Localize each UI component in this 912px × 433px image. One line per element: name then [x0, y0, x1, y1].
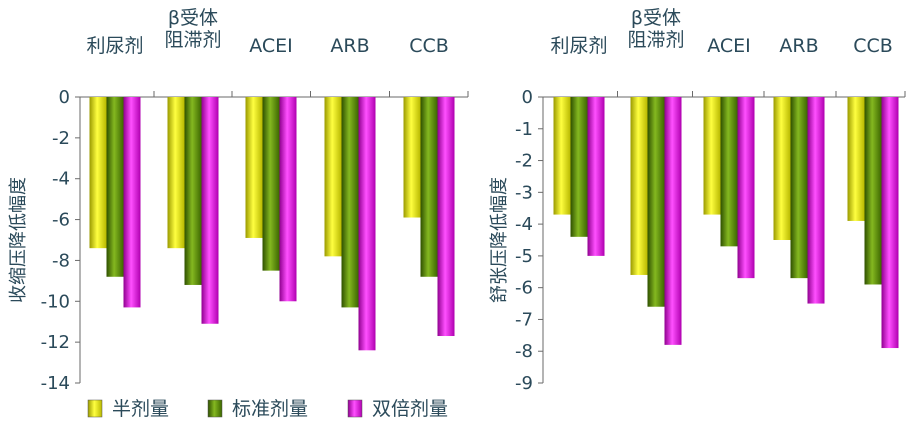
bar-standard-dose — [570, 97, 588, 237]
y-tick-label: -2 — [52, 128, 70, 149]
legend-label-standard-dose: 标准剂量 — [232, 398, 308, 420]
bar-double-dose — [437, 97, 455, 337]
legend-swatch-double-dose — [347, 399, 363, 418]
bar-standard-dose — [720, 97, 738, 247]
bar-double-dose — [358, 97, 376, 351]
bar-double-dose — [881, 97, 899, 349]
y-tick-label: -12 — [41, 332, 70, 353]
bar-half-dose — [847, 97, 865, 221]
bar-double-dose — [664, 97, 682, 345]
y-tick-label: -10 — [41, 291, 70, 312]
bar-standard-dose — [106, 97, 124, 277]
legend-label-double-dose: 双倍剂量 — [372, 398, 448, 420]
y-tick-label: -1 — [515, 119, 533, 140]
category-label: ACEI — [249, 35, 293, 57]
category-label: CCB — [853, 35, 893, 57]
bar-half-dose — [703, 97, 721, 215]
category-label: CCB — [409, 35, 449, 57]
bar-half-dose — [245, 97, 263, 238]
legend-swatch-half-dose — [87, 399, 103, 418]
bar-half-dose — [630, 97, 648, 275]
bar-half-dose — [324, 97, 342, 257]
bar-double-dose — [201, 97, 219, 324]
bar-double-dose — [737, 97, 755, 279]
bar-standard-dose — [790, 97, 808, 279]
category-label: ACEI — [707, 35, 751, 57]
bar-standard-dose — [420, 97, 438, 277]
systolic-chart: 0 -2 -4 -6 -8 -10 -12 -14 收缩压降低幅度 利尿剂 β受体阻滞剂 ACEI AR… — [8, 7, 469, 394]
bar-double-dose — [279, 97, 297, 302]
legend: 半剂量 标准剂量 双倍剂量 — [87, 398, 448, 420]
y-tick-label: -8 — [52, 250, 70, 271]
bar-double-dose — [807, 97, 825, 304]
bar-standard-dose — [647, 97, 665, 307]
y-tick-label: -9 — [515, 373, 533, 394]
y-tick-label: -2 — [515, 151, 533, 172]
bar-double-dose — [587, 97, 605, 256]
bar-standard-dose — [262, 97, 280, 271]
y-tick-label: -4 — [515, 214, 533, 235]
bar-standard-dose — [864, 97, 882, 285]
bar-half-dose — [773, 97, 791, 240]
y-tick-label: -6 — [515, 278, 533, 299]
y-tick-label: 0 — [59, 87, 70, 108]
y-tick-label: -7 — [515, 309, 533, 330]
y-tick-label: -5 — [515, 246, 533, 267]
legend-swatch-standard-dose — [207, 399, 223, 418]
bar-standard-dose — [184, 97, 202, 285]
category-label: ARB — [779, 35, 818, 57]
y-tick-label: 0 — [522, 87, 533, 108]
legend-label-half-dose: 半剂量 — [112, 398, 169, 420]
y-tick-label: -3 — [515, 182, 533, 203]
category-label: β受体阻滞剂 — [164, 7, 221, 51]
category-label: 利尿剂 — [550, 35, 607, 57]
bar-half-dose — [167, 97, 185, 249]
category-label: ARB — [330, 35, 369, 57]
bar-standard-dose — [341, 97, 359, 308]
bar-double-dose — [123, 97, 141, 308]
y-axis-title: 舒张压降低幅度 — [489, 177, 510, 303]
diastolic-chart: 0 -1 -2 -3 -4 -5 -6 -7 -8 -9 舒张压降低幅度 利尿剂 β受体阻滞剂 ACEI A… — [489, 7, 906, 394]
bar-half-dose — [89, 97, 107, 249]
y-tick-label: -8 — [515, 341, 533, 362]
y-tick-label: -4 — [52, 169, 70, 190]
bar-half-dose — [553, 97, 571, 215]
category-label: β受体阻滞剂 — [627, 7, 684, 51]
category-label: 利尿剂 — [86, 35, 143, 57]
bar-half-dose — [403, 97, 421, 218]
y-axis-title: 收缩压降低幅度 — [8, 177, 29, 303]
y-tick-label: -6 — [52, 210, 70, 231]
y-tick-label: -14 — [41, 373, 70, 394]
